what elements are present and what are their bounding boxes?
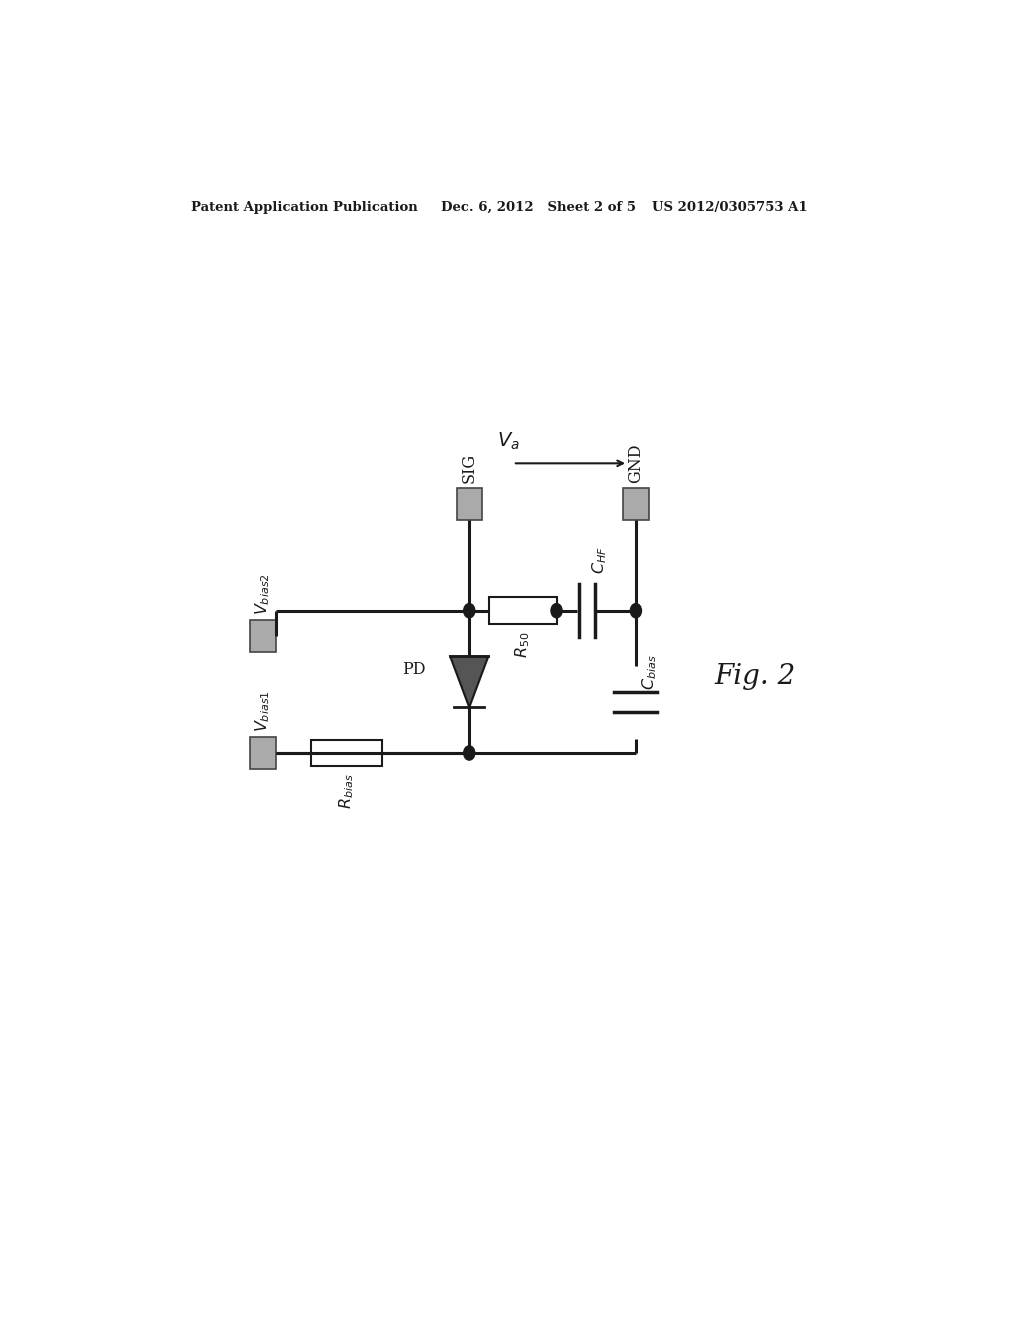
Bar — [310, 739, 382, 766]
Text: $R_{bias}$: $R_{bias}$ — [337, 774, 355, 809]
Text: SIG: SIG — [461, 453, 478, 483]
Text: $V_{bias1}$: $V_{bias1}$ — [254, 690, 272, 731]
Text: GND: GND — [628, 444, 644, 483]
Text: Fig. 2: Fig. 2 — [715, 663, 796, 690]
Text: US 2012/0305753 A1: US 2012/0305753 A1 — [652, 201, 807, 214]
Polygon shape — [451, 656, 488, 708]
Bar — [457, 487, 482, 520]
Bar — [250, 737, 275, 770]
Circle shape — [631, 603, 641, 618]
Circle shape — [551, 603, 562, 618]
Text: $C_{bias}$: $C_{bias}$ — [640, 653, 658, 689]
Text: $V_a$: $V_a$ — [497, 430, 520, 451]
Text: $R_{50}$: $R_{50}$ — [513, 631, 532, 657]
Text: PD: PD — [402, 661, 426, 678]
Text: Dec. 6, 2012   Sheet 2 of 5: Dec. 6, 2012 Sheet 2 of 5 — [441, 201, 637, 214]
Circle shape — [464, 603, 475, 618]
Bar — [489, 598, 557, 624]
Bar — [624, 487, 648, 520]
Circle shape — [464, 746, 475, 760]
Bar — [250, 620, 275, 652]
Text: Patent Application Publication: Patent Application Publication — [191, 201, 418, 214]
Text: $C_{HF}$: $C_{HF}$ — [591, 545, 609, 574]
Text: $V_{bias2}$: $V_{bias2}$ — [254, 573, 272, 615]
